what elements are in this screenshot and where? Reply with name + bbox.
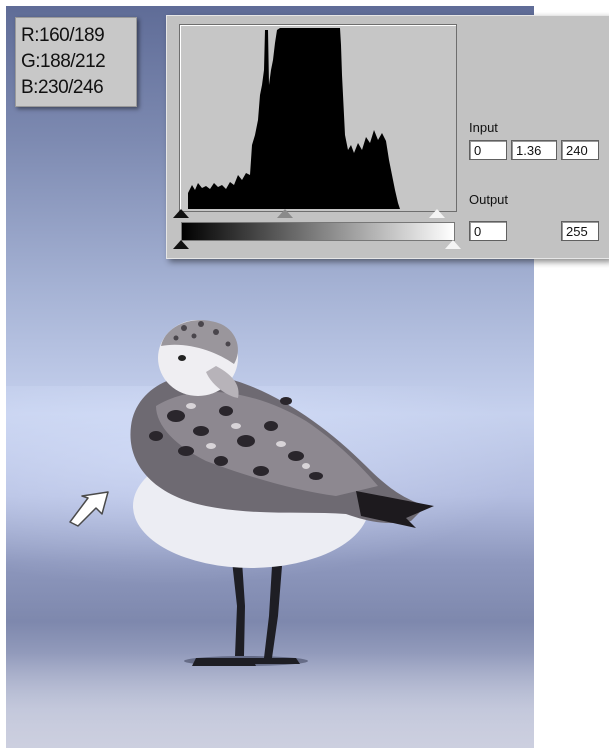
- red-readout: R:160/189: [21, 25, 105, 46]
- output-black-field[interactable]: 0: [469, 221, 507, 241]
- output-label: Output: [469, 192, 509, 207]
- black-point-slider-icon[interactable]: [173, 209, 189, 218]
- levels-dialog: Input 0 1.36 240 Output 0 255: [166, 15, 609, 259]
- input-gamma-field[interactable]: 1.36: [511, 140, 557, 160]
- input-label: Input: [469, 120, 498, 135]
- green-readout: G:188/212: [21, 51, 106, 72]
- color-readout-panel: R:160/189 G:188/212 B:230/246: [15, 17, 137, 107]
- output-white-slider-icon[interactable]: [445, 240, 461, 249]
- gamma-slider-icon[interactable]: [277, 209, 293, 218]
- input-white-field[interactable]: 240: [561, 140, 599, 160]
- output-gradient-bar: [181, 222, 455, 241]
- arrow-pointer-icon: [69, 491, 109, 527]
- bird-image: [130, 320, 434, 666]
- histogram-graph: [188, 28, 400, 209]
- photo-sand: [6, 653, 534, 748]
- blue-readout: B:230/246: [21, 77, 104, 98]
- input-black-field[interactable]: 0: [469, 140, 507, 160]
- output-black-slider-icon[interactable]: [173, 240, 189, 249]
- white-point-slider-icon[interactable]: [429, 209, 445, 218]
- histogram: [179, 24, 457, 212]
- output-white-field[interactable]: 255: [561, 221, 599, 241]
